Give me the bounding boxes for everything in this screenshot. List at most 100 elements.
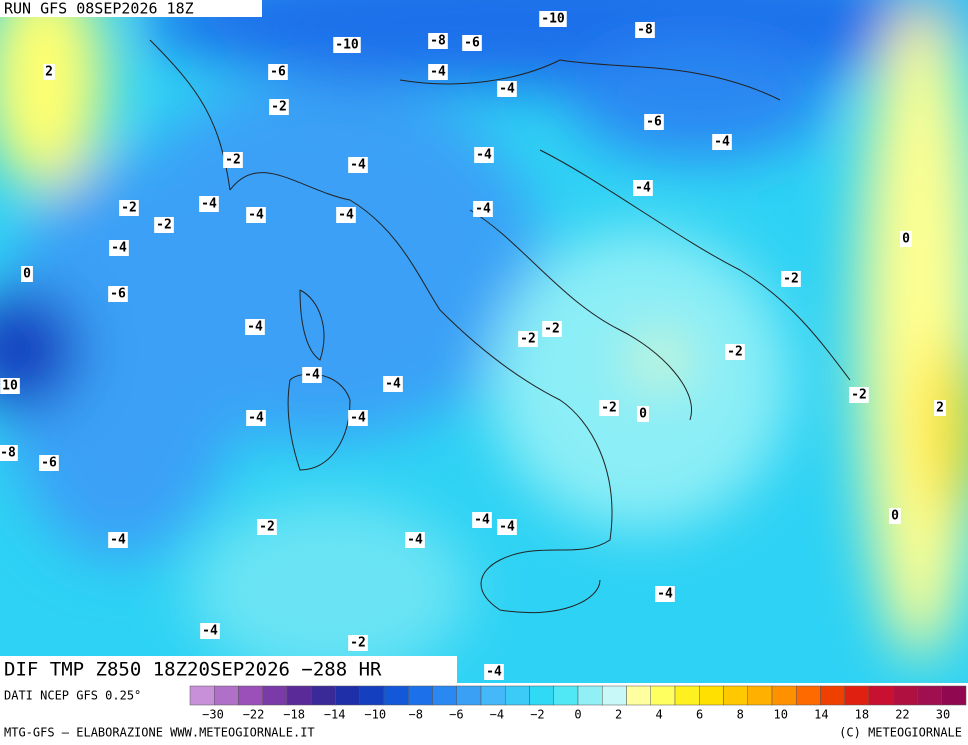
legend-swatch	[893, 685, 918, 706]
contour-label-bg	[21, 266, 33, 282]
contour-label-bg	[154, 217, 174, 233]
contour-label-text: -6	[41, 456, 57, 471]
contour-label: 0	[900, 231, 912, 247]
legend-swatch	[771, 685, 797, 706]
legend-swatch	[941, 685, 967, 706]
contour-label-text: -4	[657, 587, 673, 602]
contour-label-bg	[268, 64, 288, 80]
contour-label-text: 0	[891, 509, 899, 524]
legend-label: 18	[855, 708, 869, 722]
contour-label-text: -2	[851, 388, 867, 403]
contour-label-bg	[644, 114, 664, 130]
contour-label-bg	[108, 532, 128, 548]
contour-label-text: -2	[350, 636, 366, 651]
contour-label: -4	[383, 376, 403, 392]
contour-label-text: -2	[601, 401, 617, 416]
contour-label: -4	[245, 319, 265, 335]
legend-swatch	[359, 685, 385, 706]
contour-label-text: -4	[350, 158, 366, 173]
contour-label-text: -4	[499, 82, 515, 97]
contour-label-bg	[348, 410, 368, 426]
legend-label: −10	[364, 708, 386, 722]
legend-swatch	[820, 685, 845, 706]
contour-label-text: 0	[639, 407, 647, 422]
contour-label-text: -4	[350, 411, 366, 426]
contour-label: -2	[599, 400, 619, 416]
contour-label: -4	[200, 623, 220, 639]
contour-label-bg	[539, 11, 567, 27]
contour-label-bg	[383, 376, 403, 392]
contour-label-bg	[474, 147, 494, 163]
contour-label: -4	[199, 196, 219, 212]
contour-label-bg	[109, 240, 129, 256]
contour-label-bg	[849, 387, 869, 403]
contour-label-text: -4	[714, 135, 730, 150]
contour-label: -4	[302, 367, 322, 383]
contour-label: -6	[108, 286, 128, 302]
source-text: DATI NCEP GFS 0.25°	[4, 689, 141, 703]
contour-label-bg	[257, 519, 277, 535]
contour-label: -2	[781, 271, 801, 287]
legend-label: 8	[737, 708, 744, 722]
contour-label-bg	[599, 400, 619, 416]
legend-label: 0	[574, 708, 581, 722]
contour-label-text: -6	[110, 287, 126, 302]
contour-label-bg	[246, 207, 266, 223]
contour-label-text: -8	[0, 446, 16, 461]
contour-label-text: -4	[486, 665, 502, 680]
contour-label-text: -6	[270, 65, 286, 80]
contour-label: -2	[119, 200, 139, 216]
contour-label-text: -4	[248, 411, 264, 426]
contour-label: -4	[405, 532, 425, 548]
contour-label: -8	[635, 22, 655, 38]
contour-label: -4	[246, 410, 266, 426]
contour-label-text: -4	[474, 513, 490, 528]
contour-label: -8	[0, 445, 18, 461]
legend-swatch	[650, 685, 676, 706]
contour-label: 0	[889, 508, 901, 524]
contour-label: -4	[472, 512, 492, 528]
contour-label-bg	[472, 512, 492, 528]
contour-label-bg	[39, 455, 59, 471]
contour-label: 10	[0, 378, 20, 394]
legend-label: 14	[814, 708, 828, 722]
coastlines	[149, 39, 851, 614]
contour-label-text: -4	[499, 520, 515, 535]
contour-label-bg	[633, 180, 653, 196]
contour-label-text: -6	[464, 36, 480, 51]
legend-swatch	[844, 685, 870, 706]
contour-label: -4	[655, 586, 675, 602]
legend-label: −2	[530, 708, 544, 722]
contour-label: -8	[428, 33, 448, 49]
contour-label: -2	[269, 99, 289, 115]
contour-label: -4	[474, 147, 494, 163]
legend-label: −8	[409, 708, 423, 722]
credit-right: (C) METEOGIORNALE	[839, 726, 962, 740]
legend-swatch	[286, 685, 312, 706]
contour-label: 2	[43, 64, 55, 80]
contour-label: -4	[348, 157, 368, 173]
contour-label: -2	[257, 519, 277, 535]
contour-label-bg	[637, 406, 649, 422]
contour-label-text: -4	[248, 208, 264, 223]
contour-label: -4	[497, 519, 517, 535]
contour-label-text: -6	[646, 115, 662, 130]
contour-label-bg	[199, 196, 219, 212]
legend-swatch	[674, 685, 700, 706]
legend-swatch	[335, 685, 360, 706]
contour-label-bg	[336, 207, 356, 223]
contour-label-bg	[542, 321, 562, 337]
run-box	[0, 0, 262, 17]
contour-label: -6	[39, 455, 59, 471]
contour-label: -4	[633, 180, 653, 196]
contour-label-text: 0	[902, 232, 910, 247]
contour-label: -4	[428, 64, 448, 80]
legend-label: −18	[283, 708, 305, 722]
contour-label: -10	[539, 11, 567, 27]
legend-swatch	[577, 685, 603, 706]
legend-swatch	[480, 685, 506, 706]
contour-label-text: -2	[520, 332, 536, 347]
contour-label-bg	[348, 635, 368, 651]
run-text: RUN GFS 08SEP2026 18Z	[4, 0, 194, 18]
legend-swatch	[505, 685, 530, 706]
